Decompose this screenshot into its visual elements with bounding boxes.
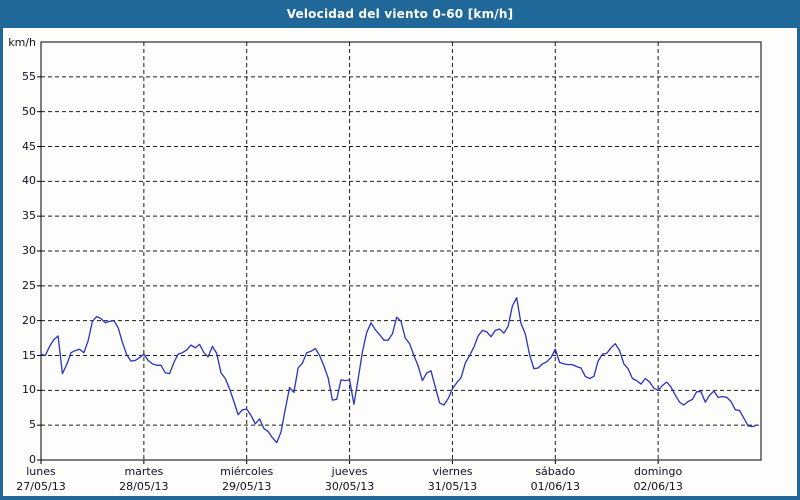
day-date: 01/06/13 xyxy=(530,479,580,493)
y-tick-label: 30 xyxy=(22,244,36,257)
x-day-label: viernes 31/05/13 xyxy=(405,465,499,495)
y-tick-label: 45 xyxy=(22,139,36,153)
wind-speed-plot xyxy=(37,41,762,464)
x-day-label: domingo 02/06/13 xyxy=(611,465,705,495)
x-day-label: miércoles 29/05/13 xyxy=(200,465,294,495)
day-date: 29/05/13 xyxy=(222,479,272,493)
day-name: sábado xyxy=(535,465,576,478)
y-tick-label: 40 xyxy=(22,174,36,188)
x-day-label: lunes 27/05/13 xyxy=(3,465,88,495)
y-tick-label: 50 xyxy=(22,104,36,118)
day-date: 30/05/13 xyxy=(324,479,375,493)
y-tick-label: 25 xyxy=(22,278,36,292)
x-day-label: sábado 01/06/13 xyxy=(508,465,602,495)
chart-title-bar: Velocidad del viento 0-60 [km/h] xyxy=(3,0,797,28)
x-day-label: martes 28/05/13 xyxy=(97,465,191,495)
day-date: 27/05/13 xyxy=(16,479,66,493)
day-name: miércoles xyxy=(220,465,274,478)
y-axis-unit-label: km/h xyxy=(8,36,36,49)
chart-title: Velocidad del viento 0-60 [km/h] xyxy=(286,7,514,21)
y-tick-label: 10 xyxy=(22,383,36,397)
y-tick-label: 35 xyxy=(22,209,36,223)
day-name: viernes xyxy=(432,465,473,478)
day-name: lunes xyxy=(26,465,56,478)
chart-region: km/h 0 5 10 15 20 25 30 35 40 45 50 55 lunes 27/05/13… xyxy=(3,28,797,496)
day-date: 02/06/13 xyxy=(633,479,683,493)
plot-border xyxy=(40,41,762,461)
wind-speed-line xyxy=(40,297,758,444)
y-tick-label: 5 xyxy=(29,418,36,432)
day-name: domingo xyxy=(634,465,683,478)
day-date: 31/05/13 xyxy=(427,479,478,493)
day-date: 28/05/13 xyxy=(119,479,169,493)
y-tick-label: 15 xyxy=(22,348,36,362)
y-tick-label: 55 xyxy=(22,69,36,83)
day-name: jueves xyxy=(331,465,368,478)
y-tick-label: 20 xyxy=(22,313,36,327)
day-name: martes xyxy=(124,465,164,478)
y-tick-label: 0 xyxy=(29,453,36,466)
x-day-label: jueves 30/05/13 xyxy=(303,465,397,495)
